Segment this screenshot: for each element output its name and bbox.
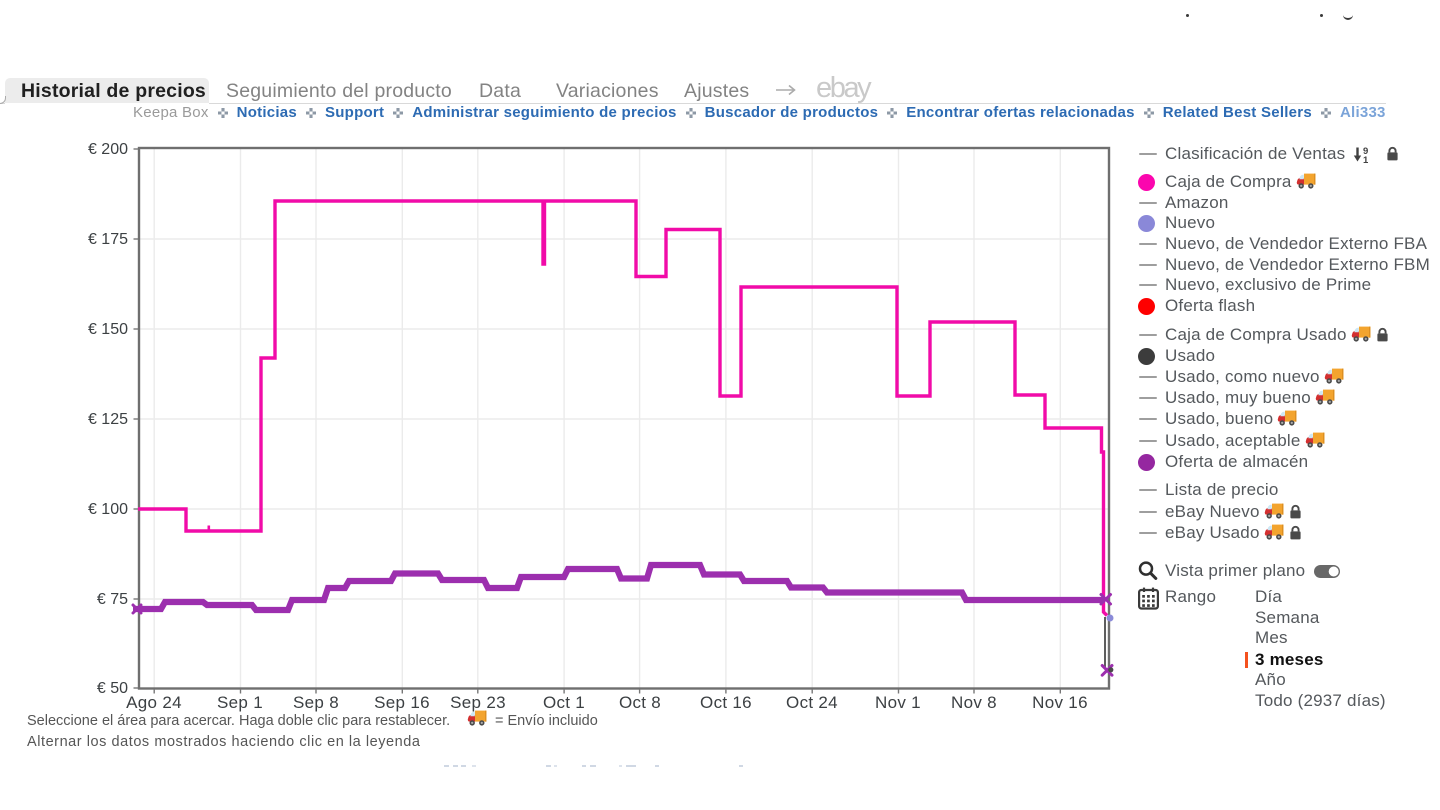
svg-text:9: 9: [1363, 146, 1368, 157]
svg-text:1: 1: [1363, 155, 1369, 163]
